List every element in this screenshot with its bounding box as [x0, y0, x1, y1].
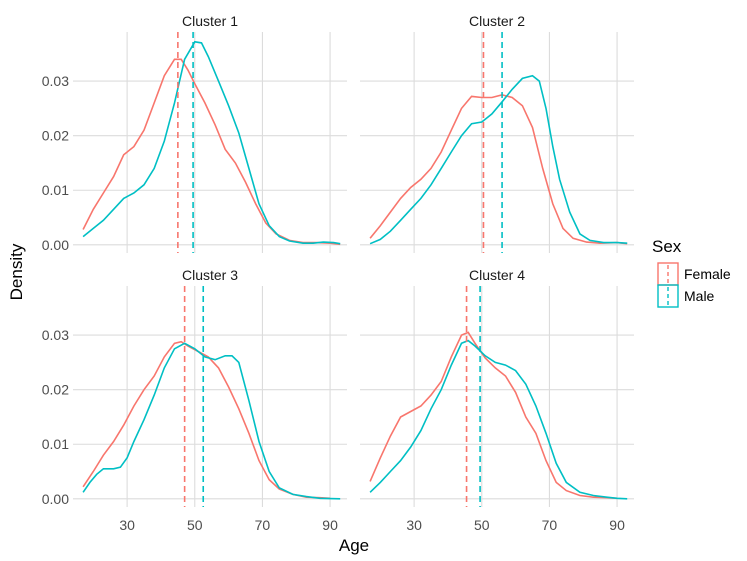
- legend-label: Male: [684, 288, 715, 304]
- y-tick-label: 0.01: [42, 436, 69, 452]
- density-curve-female: [82, 58, 341, 246]
- facet-panel: Cluster 3 0.00 0.01 0.02 0.03 30 50 70 90: [42, 267, 347, 533]
- panel-title: Cluster 3: [182, 267, 238, 283]
- density-curve-female: [82, 340, 331, 500]
- density-curve-male: [82, 40, 341, 245]
- x-tick-label: 70: [255, 517, 271, 533]
- density-curve-male: [369, 339, 628, 500]
- panel-title: Cluster 1: [182, 13, 238, 29]
- legend-title: Sex: [652, 237, 682, 256]
- density-curve-female: [369, 93, 628, 245]
- x-tick-label: 90: [609, 517, 625, 533]
- y-tick-label: 0.03: [42, 73, 69, 89]
- x-tick-label: 50: [474, 517, 490, 533]
- y-tick-label: 0.02: [42, 382, 69, 398]
- facet-panel: Cluster 1 0.00 0.01 0.02 0.03: [42, 13, 347, 253]
- x-tick-label: 70: [542, 517, 558, 533]
- panel-title: Cluster 4: [469, 267, 525, 283]
- density-curve-female: [369, 331, 618, 500]
- y-tick-label: 0.03: [42, 327, 69, 343]
- facet-panel: Cluster 4 30 50 70 90: [360, 267, 634, 533]
- x-tick-label: 30: [406, 517, 422, 533]
- x-axis-title: Age: [339, 536, 369, 555]
- density-curve-male: [369, 74, 628, 245]
- y-axis-title: Density: [7, 243, 26, 300]
- y-tick-label: 0.00: [42, 491, 69, 507]
- x-tick-label: 30: [119, 517, 135, 533]
- panel-title: Cluster 2: [469, 13, 525, 29]
- legend-key-female: Female: [657, 262, 731, 286]
- x-tick-label: 50: [187, 517, 203, 533]
- y-tick-label: 0.02: [42, 128, 69, 144]
- legend: Sex Female Male: [652, 237, 731, 308]
- y-tick-label: 0.01: [42, 182, 69, 198]
- facet-panels: Cluster 1 0.00 0.01 0.02 0.03 Cluster 2 Cluste…: [42, 13, 634, 533]
- legend-swatch: [657, 284, 679, 308]
- legend-label: Female: [684, 266, 731, 282]
- legend-key-male: Male: [657, 284, 715, 308]
- x-tick-label: 90: [322, 517, 338, 533]
- y-tick-label: 0.00: [42, 237, 69, 253]
- facet-panel: Cluster 2: [360, 13, 634, 253]
- density-curve-male: [82, 342, 341, 500]
